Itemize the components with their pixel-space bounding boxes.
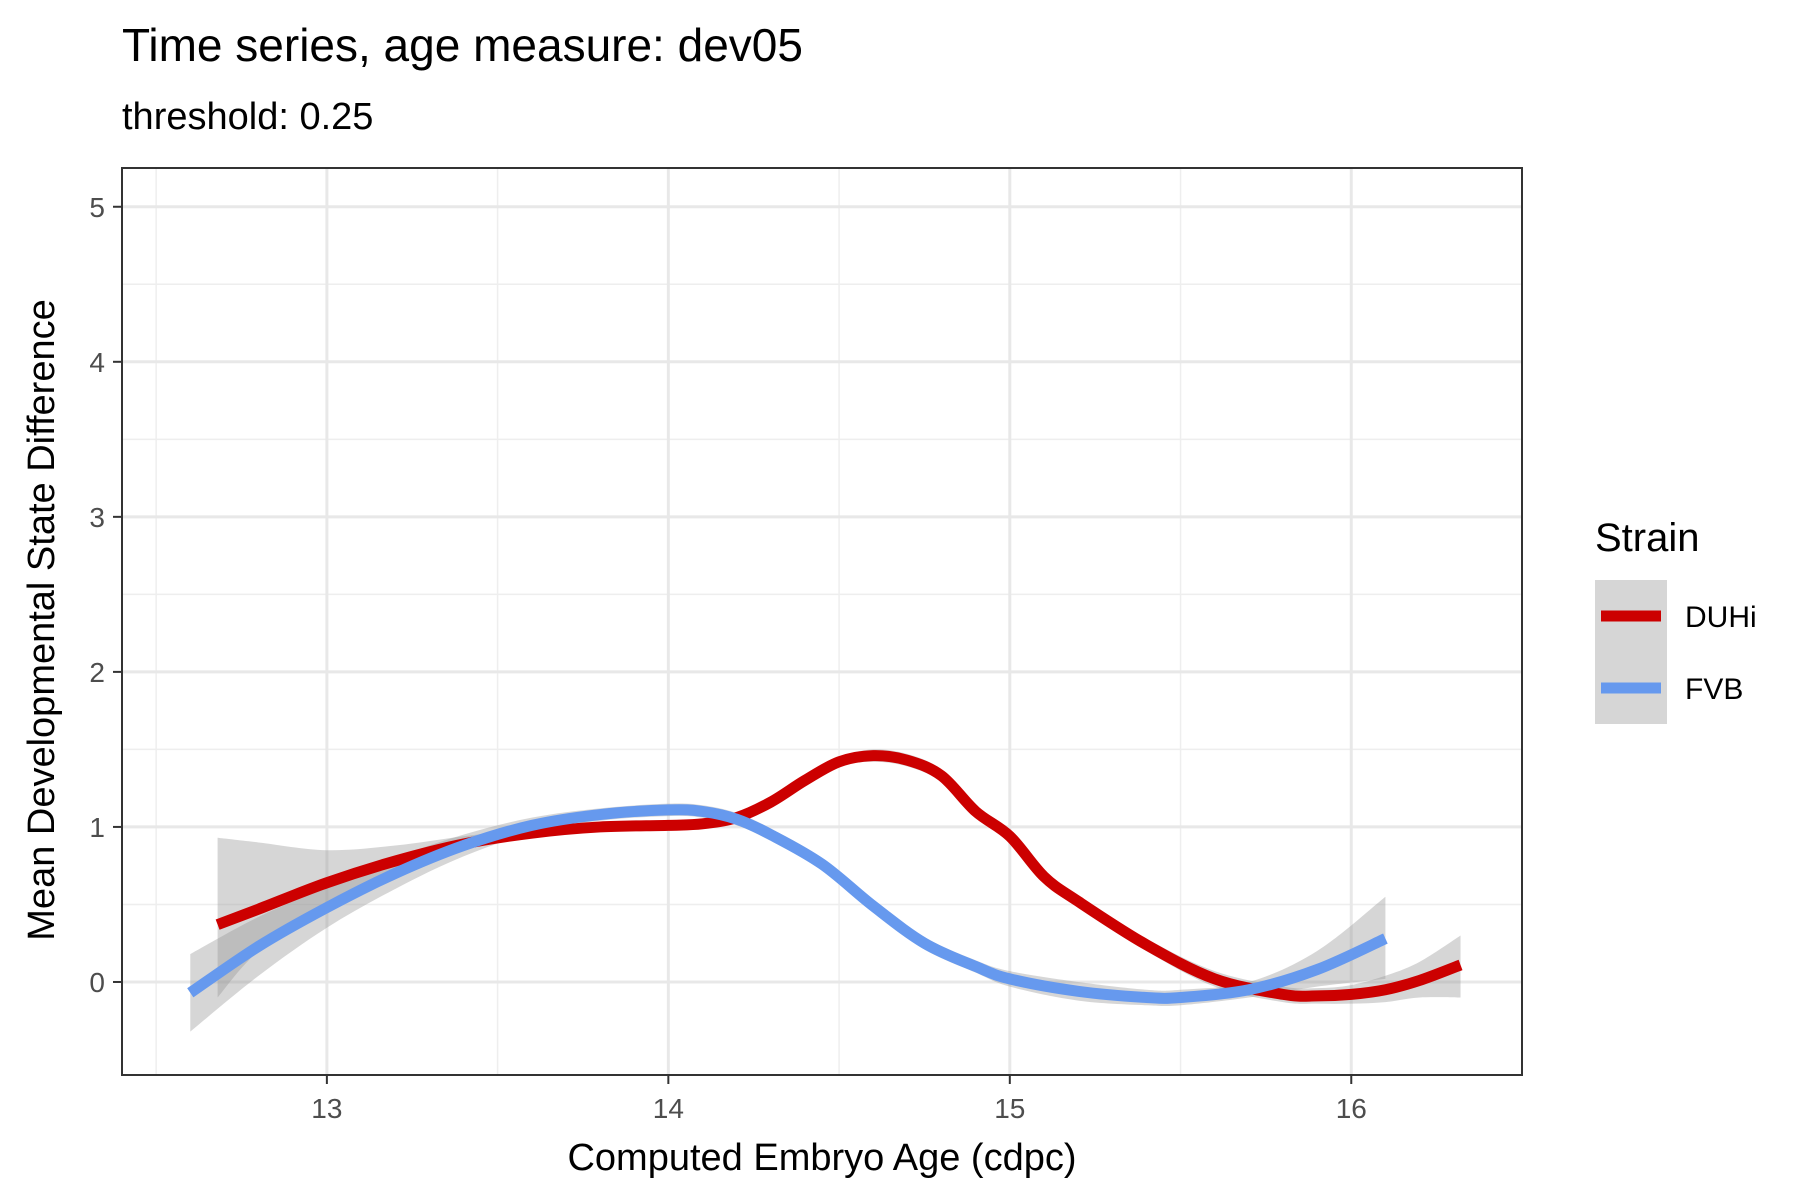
y-tick-label: 5 xyxy=(89,192,105,223)
legend-title: Strain xyxy=(1595,516,1700,560)
series-line-fvb xyxy=(187,804,1388,1004)
legend-label-duhi: DUHi xyxy=(1685,601,1757,634)
y-tick-label: 1 xyxy=(89,812,105,843)
chart-subtitle: threshold: 0.25 xyxy=(122,96,373,138)
series-lines xyxy=(187,750,1463,1004)
x-axis: 13 14 15 16 xyxy=(311,1075,1367,1124)
x-tick-label: 15 xyxy=(994,1093,1025,1124)
legend: Strain DUHi FVB xyxy=(1595,516,1757,724)
y-axis-title: Mean Developmental State Difference xyxy=(21,299,63,940)
x-tick-label: 16 xyxy=(1336,1093,1367,1124)
x-tick-label: 13 xyxy=(311,1093,342,1124)
plot-frame xyxy=(121,167,1523,1076)
y-tick-label: 0 xyxy=(89,967,105,998)
y-tick-label: 3 xyxy=(89,502,105,533)
legend-label-fvb: FVB xyxy=(1685,673,1743,706)
y-tick-label: 4 xyxy=(89,347,105,378)
x-tick-label: 14 xyxy=(653,1093,684,1124)
plot-area xyxy=(121,167,1523,1076)
y-tick-label: 2 xyxy=(89,657,105,688)
y-axis: 0 1 2 3 4 5 xyxy=(89,192,122,998)
x-axis-title: Computed Embryo Age (cdpc) xyxy=(567,1137,1076,1179)
legend-items: DUHi FVB xyxy=(1595,580,1757,724)
plot-background xyxy=(122,168,1522,1075)
chart-title: Time series, age measure: dev05 xyxy=(122,19,803,71)
